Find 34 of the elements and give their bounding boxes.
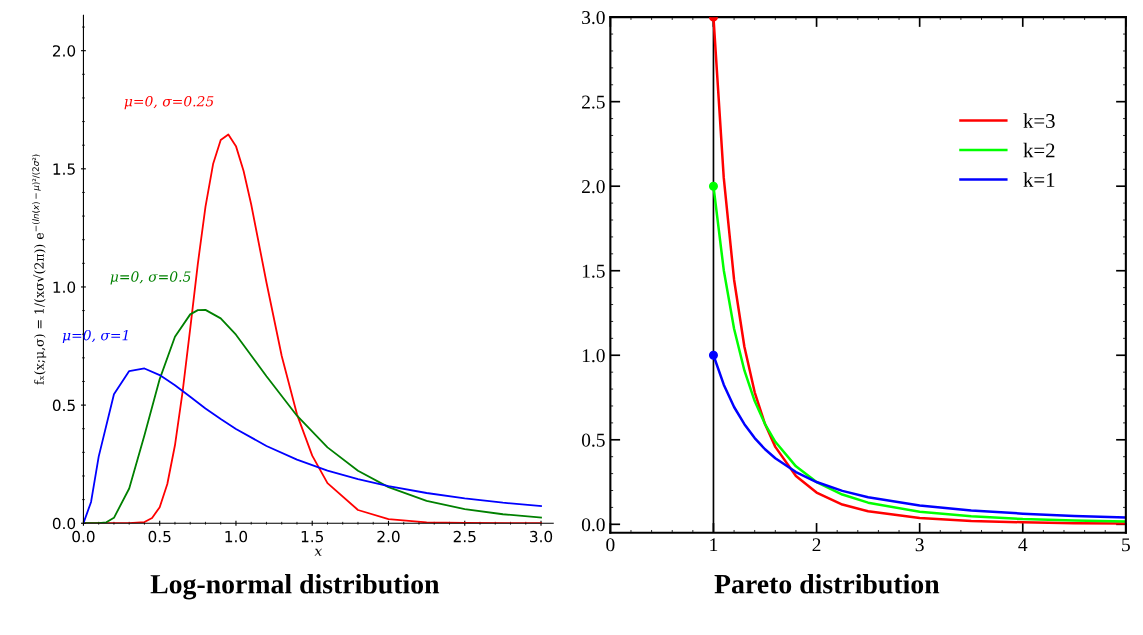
y-tick-label: 0.0 — [581, 518, 605, 532]
y-tick-label: 1.5 — [53, 163, 75, 175]
x-tick-label: 0.0 — [72, 530, 95, 543]
y-tick-label: 1.0 — [53, 281, 76, 293]
x-tick-label: 5 — [1122, 538, 1130, 552]
y-tick-label: 2.5 — [582, 95, 605, 109]
legend-label: k=3 — [1023, 113, 1055, 129]
x-tick-label: 2 — [812, 538, 821, 552]
x-tick-label: 1 — [710, 538, 718, 552]
y-axis-title: fₓ(x;μ,σ) = 1/(xσ√(2π)) e$^{−(ln(x)−μ)²/(2σ²)}$ — [32, 154, 47, 385]
text: Log-normal distribution — [150, 574, 440, 600]
x-tick-label: 1.5 — [301, 531, 324, 543]
y-tick-label: 3.0 — [582, 10, 605, 25]
x-tick-label: 1.0 — [225, 530, 248, 543]
legend-label: k=1 — [1023, 172, 1055, 187]
x-tick-label: 0.5 — [148, 530, 171, 543]
x-axis-title: x — [314, 548, 323, 556]
y-tick-label: 2.0 — [582, 180, 605, 194]
y-tick-label: 1.0 — [582, 349, 605, 363]
x-tick-label: 0 — [606, 538, 615, 552]
x-tick-label: 2.0 — [377, 530, 400, 543]
x-tick-label: 3 — [915, 538, 924, 552]
legend-label: k=2 — [1023, 142, 1055, 158]
y-tick-label: 2.0 — [52, 45, 76, 57]
text: Pareto distribution — [714, 574, 940, 594]
x-tick-label: 4 — [1018, 538, 1028, 552]
y-tick-label: 0.5 — [52, 399, 75, 412]
y-tick-label: 0.5 — [581, 433, 605, 447]
x-tick-label: 2.5 — [453, 530, 476, 543]
series-label: μ=0, σ=0.5 — [110, 271, 191, 285]
x-tick-label: 3.0 — [530, 530, 553, 543]
y-tick-label: 1.5 — [582, 264, 605, 278]
y-tick-label: 0.0 — [52, 517, 76, 530]
text: μ=0, σ=0.25 — [124, 95, 214, 110]
